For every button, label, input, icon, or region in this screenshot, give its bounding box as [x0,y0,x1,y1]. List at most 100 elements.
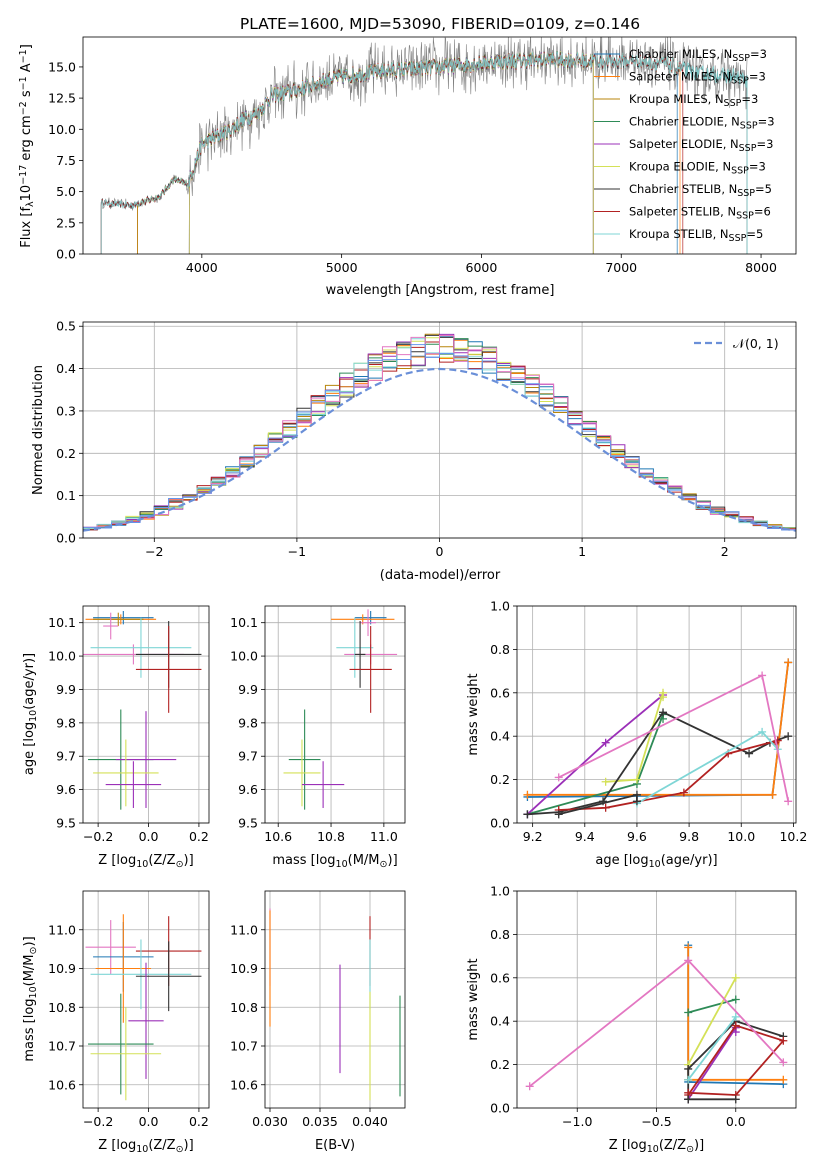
weight-marker [684,1008,693,1017]
error-point [93,739,159,807]
y-tick-label: 10.1 [48,615,76,630]
error-point [90,617,192,678]
axes-frame [516,605,797,824]
y-axis-label: mass [log10(M/M⊙)] [22,936,39,1061]
grid-lines [265,606,405,824]
weight-marker [632,797,641,806]
grid-lines [517,890,796,1109]
y-tick-label: 5.0 [56,184,76,199]
legend-label-part: =3 [749,70,766,84]
histogram-step [83,344,796,538]
x-axis-label-part: (age/yr)] [661,853,718,868]
legend-label-part: SSP [739,143,757,154]
weight-line [687,1016,737,1081]
weight-marker [632,775,641,784]
weight-marker [745,749,754,758]
error-point [88,993,154,1095]
error-point [105,761,162,808]
error-point [135,941,202,1012]
y-axis-label-part: ] [19,44,34,49]
y-tick-label: 9.9 [56,682,76,697]
legend-label: Salpeter ELODIE, NSSP=3 [629,137,773,154]
x-tick-label: 0.040 [352,1114,388,1129]
error-point [360,609,376,637]
plot-area [100,37,748,254]
legend-label-part: =3 [750,47,767,61]
legend-label-part: Salpeter ELODIE, N [629,137,739,151]
weight-line [687,1020,784,1100]
x-tick-label: 1 [578,544,586,559]
weight-marker [659,708,668,717]
y-axis-label-part: −1 [18,49,29,63]
y-axis-label-part: )] [22,936,37,946]
x-tick-label: 0.0 [726,1114,746,1129]
weight-line [636,730,779,805]
legend-label: 𝒩(0, 1) [733,336,779,351]
grid-lines [83,891,209,1108]
y-axis-label-part: erg cm [19,115,34,164]
weight-marker [784,732,793,741]
x-axis-label-part: age [log [595,853,648,868]
error-point [115,711,177,808]
panel-residuals: −2 −1 0 1 2 0.0 0.1 0.2 0.3 0.4 0.5 𝒩(0, 1) (data-mo… [31,319,797,583]
y-tick-label: 0.5 [56,319,76,334]
x-axis-label-part: ⊙ [176,859,184,870]
x-tick-label: 6000 [466,260,498,275]
y-tick-label: 0.4 [56,361,76,376]
panel-weight_vs_age: 9.2 9.4 9.6 9.8 10.0 10.2 0.0 0.2 0.4 0.6 0.8 1.0 ag… [466,599,807,870]
x-tick-label: 9.6 [627,829,647,844]
legend-label-part: SSP [724,98,742,109]
figure-title: PLATE=1600, MJD=53090, FIBERID=0109, z=0… [240,15,640,33]
y-tick-label: 11.0 [230,922,258,937]
x-tick-label: −0.5 [641,1114,671,1129]
x-axis-label-part: Z [log [609,1138,647,1153]
x-tick-label: 8000 [745,260,777,275]
error-point [349,626,392,713]
plot-layer: 4000 5000 6000 7000 80000.02.55.07.510.012.5… [18,36,807,1155]
x-tick-label: 9.2 [523,829,543,844]
legend-label-part: SSP [732,53,750,64]
x-axis-label-part: mass [log [272,853,335,868]
error-point [288,709,321,810]
legend-label-part: =3 [741,92,758,106]
error-point [90,939,192,1010]
y-tick-label: 0.6 [490,685,510,700]
weight-marker [784,658,793,667]
axes-frame [264,890,406,1109]
panel-age_vs_Z: −0.2 0.0 0.29.59.69.79.89.910.010.1Z [log1… [22,605,210,870]
model-spectrum [137,51,678,254]
weight-marker [525,1082,534,1091]
weight-marker [554,810,563,819]
y-axis-label-part: mass [log [22,998,37,1061]
x-axis-label-part: (Z/Z [148,853,175,868]
weight-marker [659,693,668,702]
x-axis-label-part: 10 [649,859,661,870]
legend: 𝒩(0, 1) [694,336,779,351]
y-tick-label: 0.0 [56,247,76,262]
legend-label-part: SSP [731,75,749,86]
y-tick-label: 0.0 [56,531,76,546]
x-tick-label: 10.2 [779,829,807,844]
y-tick-label: 9.7 [56,749,76,764]
legend-label: Kroupa MILES, NSSP=3 [629,92,758,109]
y-tick-label: 9.7 [238,749,258,764]
x-axis-label-part: )] [694,1138,704,1153]
y-tick-label: 0.2 [56,446,76,461]
y-tick-label: 11.0 [48,922,76,937]
legend-label-part: =3 [749,160,766,174]
weight-marker [554,773,563,782]
x-axis-label-part: (Z/Z [148,1138,175,1153]
y-tick-label: 10.8 [230,1000,258,1015]
x-tick-label: 9.4 [575,829,595,844]
weight-marker [731,973,740,982]
panel-mass_vs_Z: −0.2 0.0 0.210.610.710.810.911.0Z [log10(Z… [22,890,210,1155]
legend-label: Kroupa ELODIE, NSSP=3 [629,160,766,177]
y-axis-label: Normed distribution [31,365,46,495]
grid-lines [265,891,405,1108]
legend-label-part: Chabrier STELIB, N [629,182,737,196]
y-tick-label: 10.0 [48,649,76,664]
x-tick-label: 0.2 [189,829,209,844]
error-point [336,617,374,678]
legend-label-part: Kroupa MILES, N [629,92,724,106]
